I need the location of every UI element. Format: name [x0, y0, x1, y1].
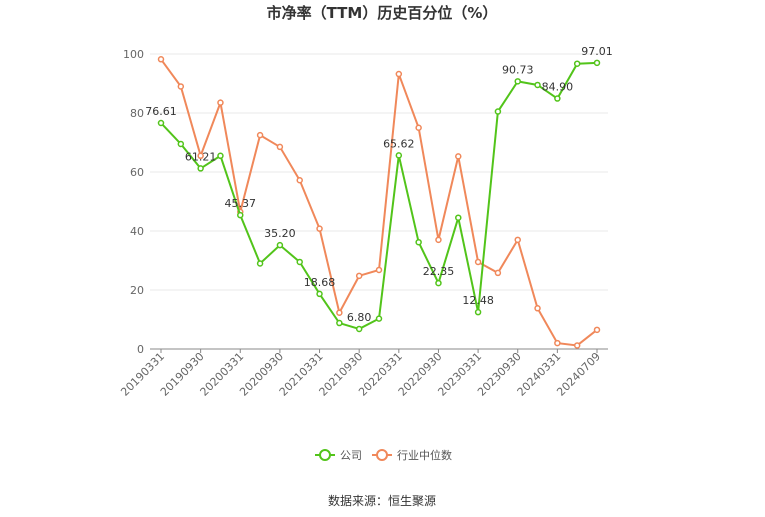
data-point[interactable]	[494, 269, 502, 277]
y-tick-label: 40	[130, 225, 144, 238]
data-point[interactable]	[177, 140, 185, 148]
chart-title: 市净率（TTM）历史百分位（%）	[267, 4, 498, 22]
data-point[interactable]	[375, 315, 383, 322]
data-point[interactable]	[217, 152, 224, 160]
data-point[interactable]	[534, 305, 541, 312]
data-point[interactable]	[296, 258, 303, 266]
data-point[interactable]	[534, 81, 541, 89]
data-point[interactable]	[256, 260, 264, 267]
data-point[interactable]	[593, 326, 601, 334]
legend[interactable]: 公司 行业中位数	[315, 448, 452, 462]
data-point[interactable]	[276, 143, 284, 151]
data-point[interactable]	[336, 319, 343, 327]
data-label: 97.01	[581, 45, 613, 58]
data-point[interactable]	[514, 236, 521, 244]
data-point[interactable]	[177, 83, 185, 90]
data-point[interactable]	[474, 308, 482, 316]
data-point[interactable]	[435, 236, 442, 244]
data-point[interactable]	[474, 258, 482, 266]
data-label: 76.61	[145, 105, 177, 118]
data-label: 84.90	[542, 81, 574, 94]
data-point[interactable]	[375, 266, 383, 274]
data-point[interactable]	[455, 153, 462, 160]
data-point[interactable]	[593, 59, 601, 67]
legend-label: 公司	[340, 449, 362, 462]
data-point[interactable]	[336, 309, 343, 316]
x-tick-label: 20240709	[554, 350, 603, 399]
data-label: 6.80	[347, 311, 372, 324]
data-label: 90.73	[502, 63, 534, 76]
data-point[interactable]	[415, 238, 422, 246]
data-point[interactable]	[455, 214, 462, 221]
data-point[interactable]	[415, 124, 422, 131]
legend-swatch-marker	[319, 449, 331, 461]
data-point[interactable]	[435, 279, 442, 287]
data-point[interactable]	[494, 108, 502, 115]
grid	[150, 53, 608, 291]
y-tick-label: 100	[123, 48, 144, 61]
data-label: 18.68	[304, 276, 336, 289]
data-label: 12.48	[462, 294, 494, 307]
y-tick-label: 0	[137, 343, 144, 356]
data-point[interactable]	[395, 70, 403, 78]
data-point[interactable]	[355, 272, 363, 280]
data-point[interactable]	[197, 165, 204, 172]
data-point[interactable]	[573, 342, 581, 349]
series-layer	[157, 56, 601, 349]
data-point[interactable]	[395, 152, 403, 159]
data-point[interactable]	[316, 225, 323, 232]
data-point[interactable]	[237, 211, 244, 219]
data-point[interactable]	[514, 78, 521, 85]
y-tick-label: 20	[130, 284, 144, 297]
data-point[interactable]	[355, 325, 363, 333]
data-label: 61.21	[185, 150, 217, 163]
data-point[interactable]	[554, 339, 561, 347]
data-point[interactable]	[316, 290, 323, 298]
data-point[interactable]	[276, 241, 284, 249]
legend-label: 行业中位数	[397, 448, 452, 462]
data-point[interactable]	[573, 60, 581, 67]
data-label: 35.20	[264, 227, 296, 240]
data-point[interactable]	[256, 131, 264, 139]
data-point[interactable]	[157, 56, 165, 63]
data-labels: 76.61 61.21 45.37 35.20 18.68 6.80 65.62 22.35 1…	[145, 45, 613, 324]
legend-item[interactable]: 公司	[315, 449, 362, 462]
data-point[interactable]	[554, 95, 561, 102]
data-point[interactable]	[217, 99, 224, 106]
data-point[interactable]	[157, 119, 165, 127]
data-label: 65.62	[383, 137, 415, 150]
axes: 0204060801002019033120190930202003312020…	[118, 48, 608, 399]
y-tick-label: 80	[130, 107, 144, 120]
data-label: 45.37	[225, 197, 257, 210]
data-point[interactable]	[296, 177, 303, 184]
legend-item[interactable]: 行业中位数	[372, 448, 452, 462]
source-note: 数据来源：恒生聚源	[328, 493, 436, 508]
data-point[interactable]	[197, 152, 204, 160]
y-tick-label: 60	[130, 166, 144, 179]
data-label: 22.35	[423, 265, 455, 278]
legend-swatch-marker	[376, 449, 388, 461]
